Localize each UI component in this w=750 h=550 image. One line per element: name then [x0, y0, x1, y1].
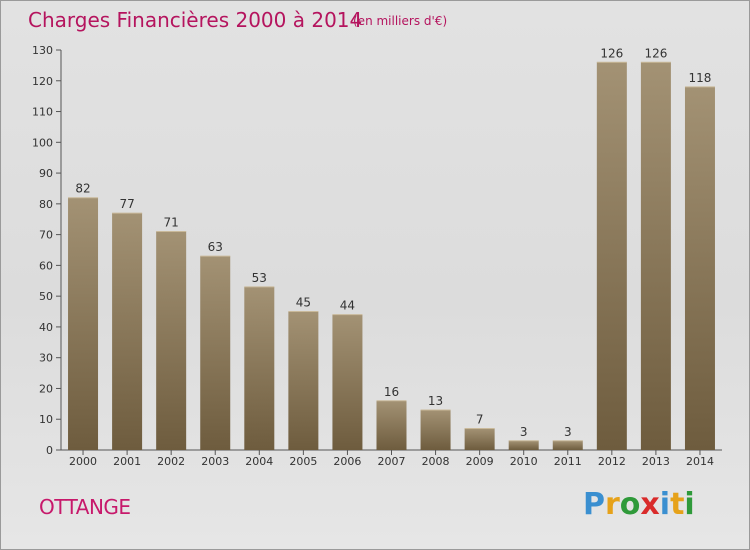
data-label: 77	[119, 197, 134, 211]
bar	[376, 400, 407, 450]
logo-letter: t	[670, 487, 685, 522]
bar	[244, 286, 275, 450]
logo-letter: i	[684, 487, 695, 522]
data-label: 45	[296, 296, 311, 310]
logo-letter: i	[659, 487, 671, 522]
y-tick-label: 50	[39, 290, 53, 303]
bar	[596, 62, 627, 451]
logo-letter: P	[583, 487, 605, 522]
x-tick-label: 2006	[333, 455, 361, 468]
x-tick-label: 2007	[378, 455, 406, 468]
bar	[508, 440, 539, 450]
y-tick-label: 90	[39, 167, 53, 180]
chart-title: Charges Financières 2000 à 2014	[28, 8, 363, 32]
y-tick-label: 100	[32, 136, 53, 149]
bar	[68, 197, 99, 450]
y-tick-label: 20	[39, 382, 53, 395]
bar	[420, 410, 451, 450]
x-tick-label: 2002	[157, 455, 185, 468]
y-tick-label: 80	[39, 198, 53, 211]
y-tick-label: 10	[39, 413, 53, 426]
y-tick-label: 60	[39, 259, 53, 272]
x-tick-label: 2011	[554, 455, 582, 468]
bar	[684, 86, 715, 450]
data-label: 126	[644, 46, 667, 60]
data-label: 71	[164, 216, 179, 230]
x-tick-label: 2013	[642, 455, 670, 468]
bar	[112, 213, 143, 450]
data-label: 126	[600, 46, 623, 60]
logo-letter: r	[605, 487, 620, 522]
y-tick-label: 70	[39, 229, 53, 242]
commune-name: OTTANGE	[39, 495, 131, 519]
data-label: 3	[564, 425, 572, 439]
chart-labels: 2000 82 2001 77 2002 71 2003 63 2004 53 2005 45 2006…	[69, 46, 714, 468]
chart-subtitle: (en milliers d'€)	[353, 14, 448, 28]
x-tick-label: 2008	[422, 455, 450, 468]
x-tick-label: 2012	[598, 455, 626, 468]
logo-letter: x	[640, 487, 660, 522]
data-label: 7	[476, 412, 484, 426]
data-label: 44	[340, 299, 355, 313]
proxiti-logo: Proxiti	[583, 487, 695, 522]
data-label: 118	[689, 71, 712, 85]
bar	[332, 314, 363, 450]
bar	[288, 311, 319, 450]
y-tick-label: 30	[39, 352, 53, 365]
data-label: 16	[384, 385, 399, 399]
bar	[464, 428, 495, 450]
bar	[552, 440, 583, 450]
x-tick-label: 2003	[201, 455, 229, 468]
data-label: 63	[208, 240, 223, 254]
y-tick-label: 130	[32, 44, 53, 57]
logo-letter: o	[619, 487, 641, 522]
bar	[156, 231, 187, 450]
x-tick-label: 2000	[69, 455, 97, 468]
y-tick-label: 110	[32, 106, 53, 119]
x-tick-label: 2009	[466, 455, 494, 468]
data-label: 82	[75, 182, 90, 196]
data-label: 13	[428, 394, 443, 408]
bar	[640, 62, 671, 451]
x-tick-label: 2014	[686, 455, 714, 468]
x-tick-label: 2005	[289, 455, 317, 468]
x-tick-label: 2001	[113, 455, 141, 468]
y-tick-label: 40	[39, 321, 53, 334]
data-label: 53	[252, 271, 267, 285]
chart-bars	[68, 61, 715, 451]
y-tick-label: 0	[46, 444, 53, 457]
x-tick-label: 2010	[510, 455, 538, 468]
data-label: 3	[520, 425, 528, 439]
bar	[200, 256, 231, 450]
y-tick-label: 120	[32, 75, 53, 88]
x-tick-label: 2004	[245, 455, 273, 468]
